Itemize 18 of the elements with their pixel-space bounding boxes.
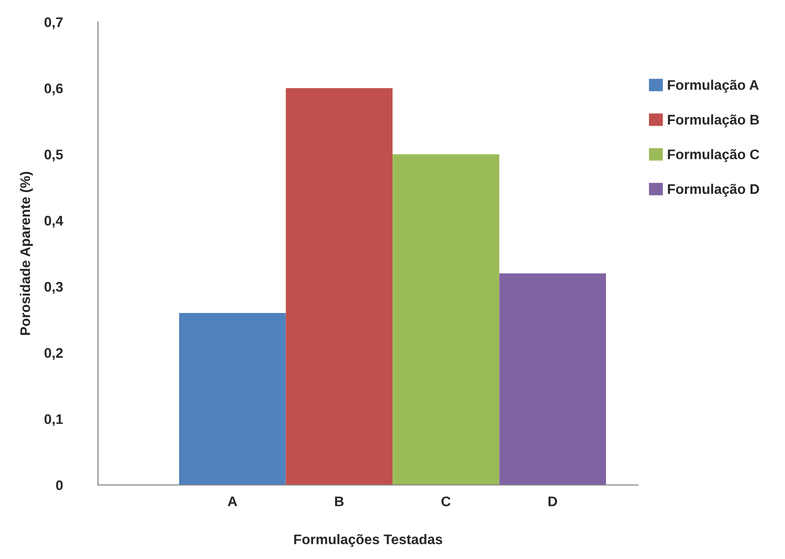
legend-label: Formulação B bbox=[668, 114, 759, 128]
x-tick-label: B bbox=[335, 496, 344, 506]
legend-label: Formulação A bbox=[668, 80, 759, 93]
y-tick-label: 0,3 bbox=[44, 282, 63, 294]
legend-label: Formulação D bbox=[668, 184, 760, 197]
y-tick-label: 0,2 bbox=[44, 348, 63, 360]
y-axis-title: Porosidade Aparente (%) bbox=[20, 172, 33, 335]
y-tick-label: 0,7 bbox=[44, 17, 63, 30]
legend-label: Formulação C bbox=[668, 149, 760, 162]
x-tick-label: A bbox=[228, 496, 238, 506]
x-axis-title: Formulações Testadas bbox=[294, 534, 442, 548]
y-tick-label: 0,6 bbox=[44, 83, 63, 96]
y-tick-label: 0,1 bbox=[44, 414, 63, 426]
y-tick-label: 0,4 bbox=[44, 216, 64, 228]
x-tick-label: D bbox=[548, 496, 558, 506]
y-tick-label: 0 bbox=[56, 480, 63, 490]
x-tick-label: C bbox=[441, 496, 451, 506]
y-tick-label: 0,5 bbox=[44, 150, 63, 162]
